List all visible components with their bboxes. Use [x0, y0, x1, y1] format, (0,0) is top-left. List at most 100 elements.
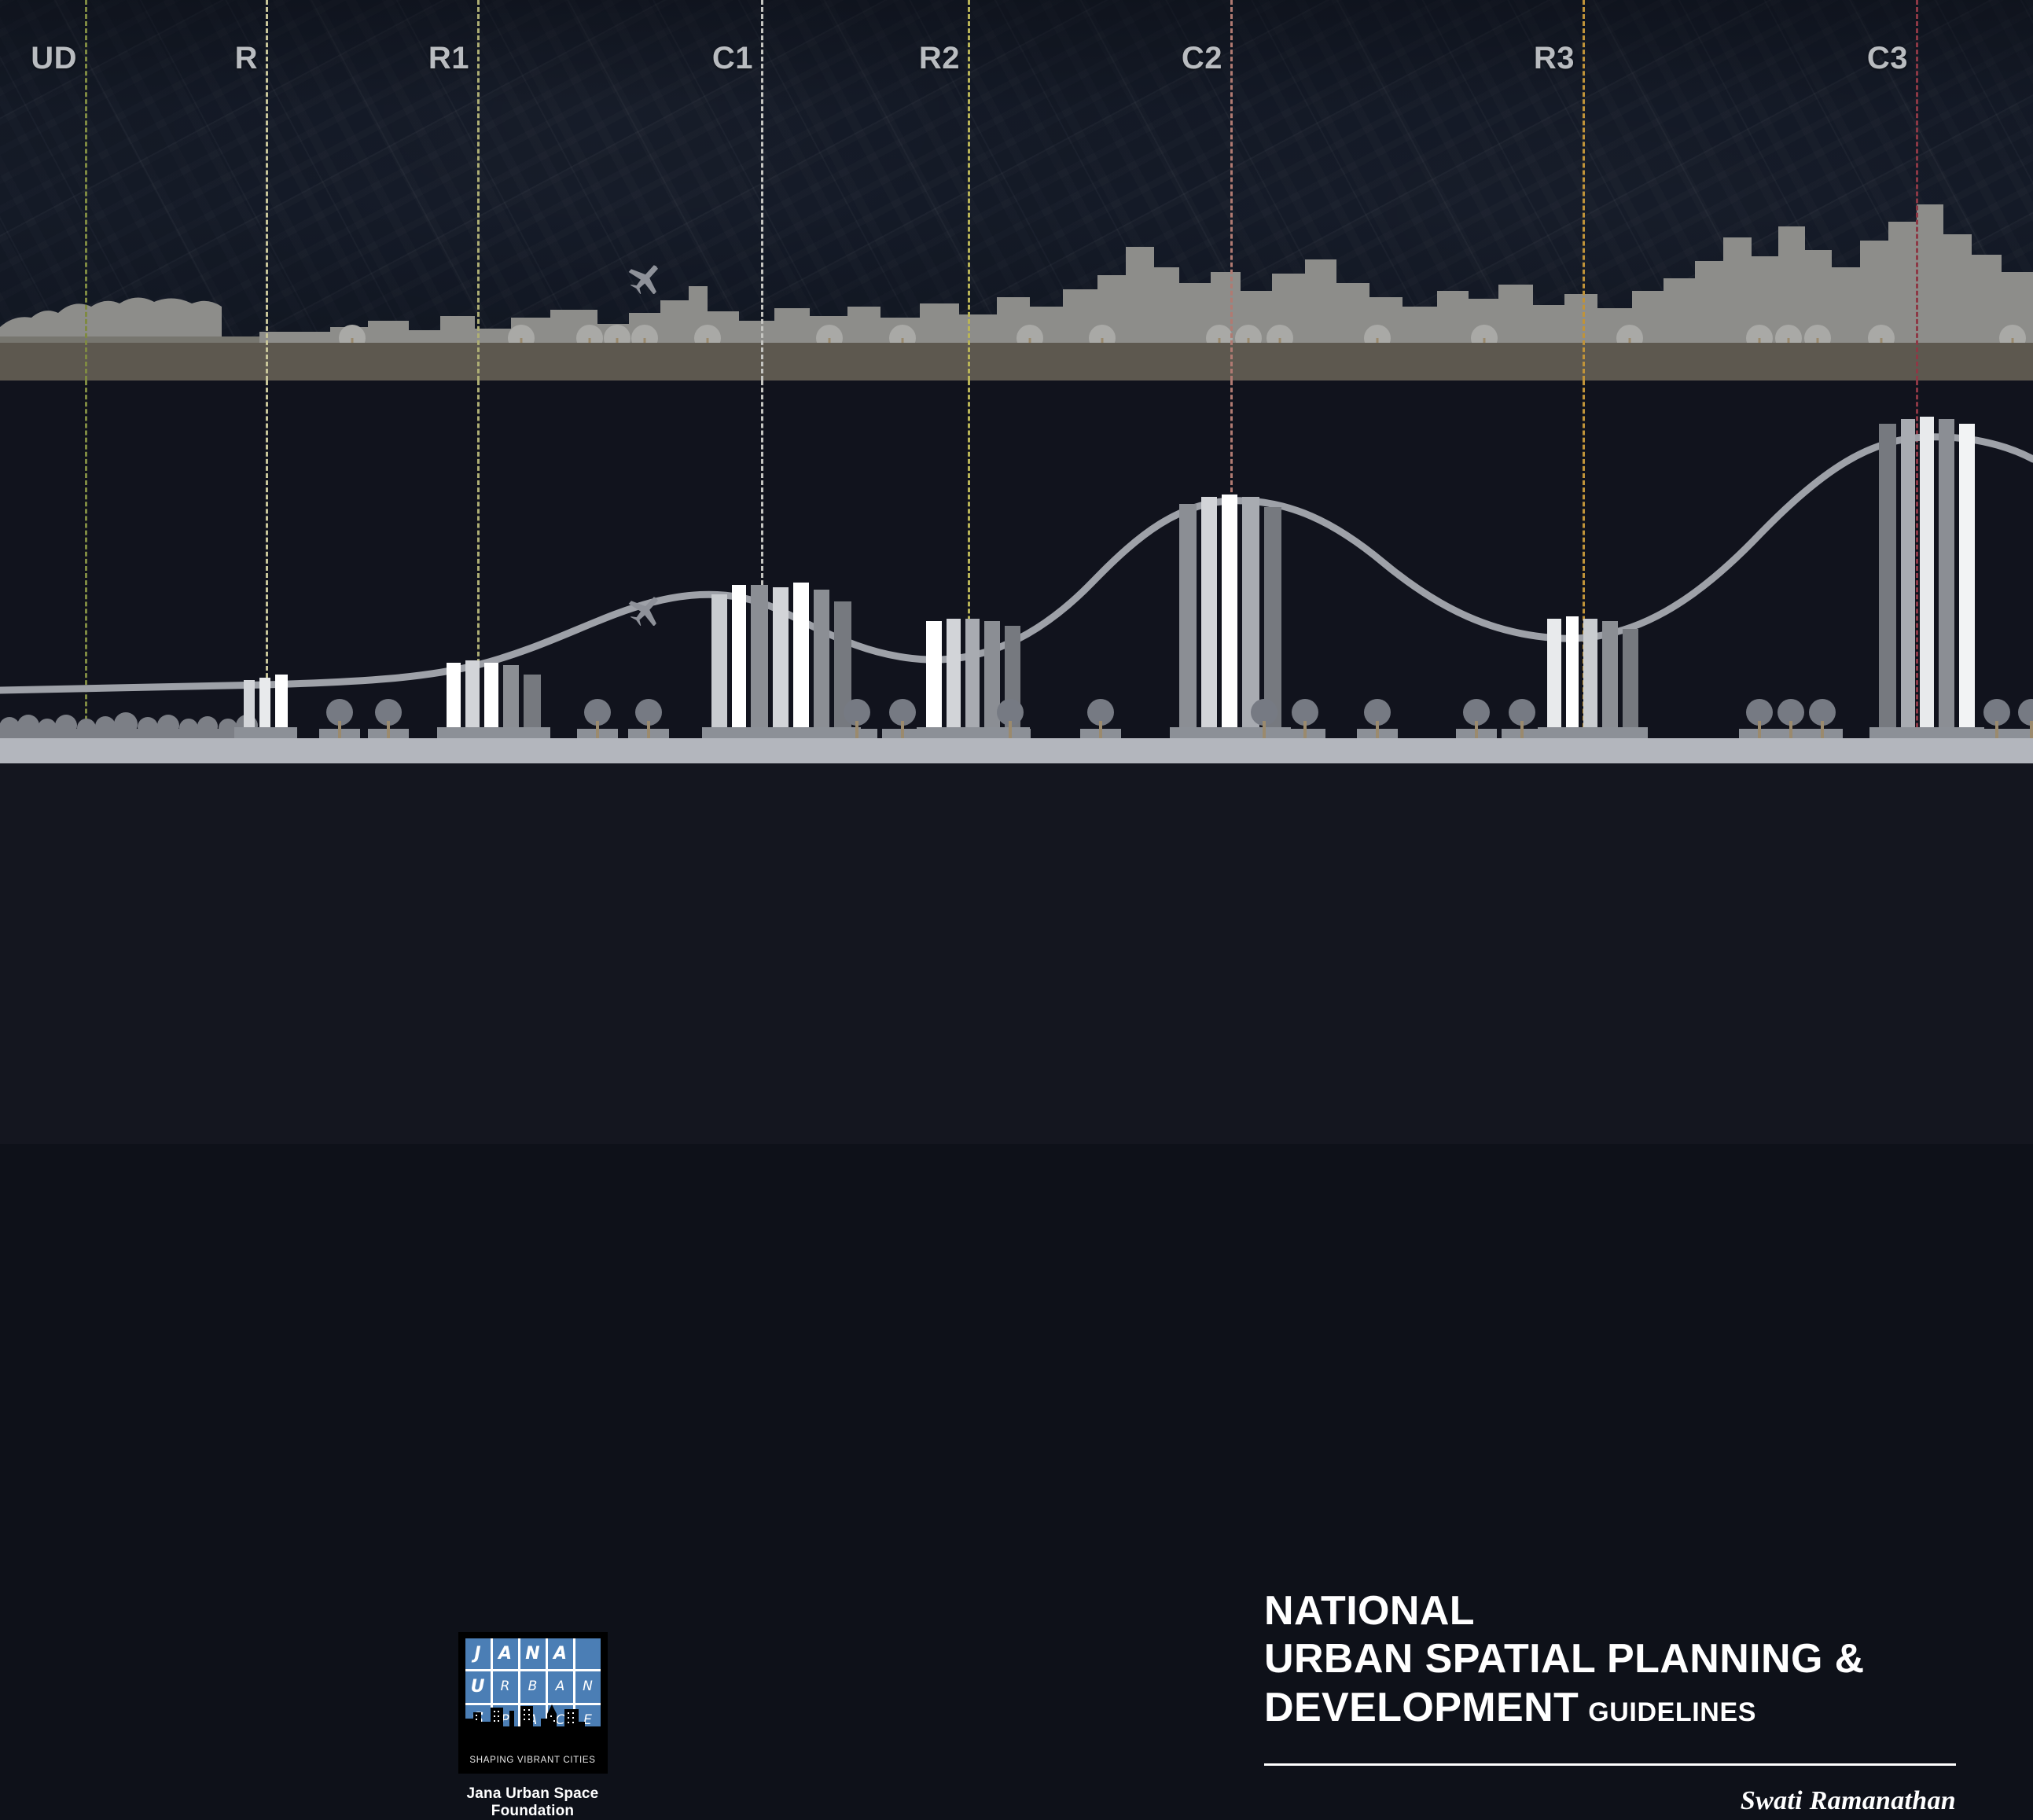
title-divider [1264, 1763, 1956, 1767]
map-background-texture [0, 0, 2033, 381]
logo-cell-0-3: A [547, 1638, 573, 1670]
building-bar [1264, 506, 1281, 738]
building-plinth [437, 727, 550, 738]
rural-vegetation [0, 712, 267, 738]
tree-trunk [1475, 721, 1478, 738]
street-tree [371, 699, 406, 738]
building-bar [1201, 497, 1217, 738]
building-bar [1901, 418, 1915, 738]
tree-trunk [2030, 721, 2033, 738]
logo-cell-0-4 [575, 1638, 601, 1670]
logo-tagline: SHAPING VIBRANT CITIES [469, 1756, 596, 1765]
building-bar [484, 662, 498, 738]
building-bar [447, 662, 461, 738]
title-suffix: GUIDELINES [1588, 1697, 1757, 1727]
airplane-icon [628, 597, 658, 626]
zone-label-r: R [234, 41, 258, 75]
section-diagram-panel [0, 381, 2033, 763]
building-bar [1920, 416, 1934, 738]
street-tree [2014, 699, 2033, 738]
street-tree [1459, 699, 1494, 738]
building-bar [965, 619, 980, 738]
tree-trunk [338, 721, 341, 738]
tree-trunk [855, 721, 858, 738]
cover-footer: JANAURBANSPACE [0, 763, 2033, 1819]
tree-trunk [387, 721, 390, 738]
logo-cell-0-2: N [520, 1638, 546, 1670]
tree-trunk [1099, 721, 1102, 738]
building-bar [793, 582, 809, 738]
street-tree [1774, 699, 1808, 738]
tree-trunk [1263, 721, 1266, 738]
density-gradient-curve [0, 433, 2033, 694]
street-tree [1247, 699, 1281, 738]
street-tree [1742, 699, 1777, 738]
zone-label-c1: C1 [711, 41, 753, 75]
building-bar [926, 621, 942, 738]
tree-trunk [1009, 721, 1012, 738]
tree-trunk [596, 721, 599, 738]
logo-block: JANAURBANSPACE [452, 1632, 613, 1820]
tree-trunk [1520, 721, 1524, 738]
zone-label-r2: R2 [918, 41, 960, 75]
building-bar [1583, 619, 1597, 738]
street-tree [993, 699, 1028, 738]
author-name: Swati Ramanathan [1740, 1786, 1956, 1816]
tree-trunk [1303, 721, 1307, 738]
building-bar [751, 584, 768, 738]
street-tree [1360, 699, 1395, 738]
street-tree [1083, 699, 1118, 738]
building-bar [984, 621, 1000, 738]
building-bar [275, 675, 288, 738]
building-bar [1222, 495, 1237, 738]
building-bar [524, 675, 541, 738]
building-bar [814, 589, 829, 738]
street-tree [1980, 699, 2014, 738]
tree-trunk [1821, 721, 1824, 738]
zone-label-ud: UD [31, 41, 77, 75]
tree-trunk [1758, 721, 1761, 738]
street-tree [580, 699, 615, 738]
building-bar [259, 677, 270, 738]
building-plinth [702, 727, 861, 738]
building-bar [1939, 418, 1954, 738]
building-bar [1566, 616, 1579, 738]
tree-trunk [647, 721, 650, 738]
building-bar [465, 660, 480, 738]
lower-ground-strip [0, 738, 2033, 763]
street-tree [1505, 699, 1539, 738]
tree-canopy [2018, 699, 2033, 726]
building-bar [732, 584, 746, 738]
title-line-1: NATIONAL [1264, 1588, 1475, 1634]
building-plinth [1538, 727, 1648, 738]
building-bar [1179, 504, 1197, 738]
building-bar [947, 619, 961, 738]
building-plinth [234, 727, 297, 738]
title-line-3: DEVELOPMENT GUIDELINES [1264, 1684, 1956, 1732]
building-bar [1602, 621, 1618, 738]
zone-label-c2: C2 [1181, 41, 1222, 75]
title-line-3-main: DEVELOPMENT [1264, 1684, 1579, 1730]
logo-cell-0-0: J [465, 1638, 491, 1670]
building-bar [244, 679, 255, 738]
tree-planter [2011, 729, 2033, 738]
logo-skyline-icon [465, 1704, 601, 1747]
building-bar [1547, 619, 1561, 738]
city-skyline-silhouette [0, 204, 2033, 349]
logo-cell-0-1: A [492, 1638, 518, 1670]
building-bar [711, 594, 727, 738]
aerial-skyline-panel: UD R R1 C1 R2 C2 R3 C3 [0, 0, 2033, 381]
zone-label-r1: R1 [428, 41, 469, 75]
building-bar [1879, 424, 1896, 738]
building-bar [1959, 424, 1975, 738]
tree-trunk [1995, 721, 1998, 738]
tree-trunk [1376, 721, 1379, 738]
zone-label-r3: R3 [1533, 41, 1575, 75]
tree-trunk [901, 721, 904, 738]
street-tree [1805, 699, 1840, 738]
street-tree [1288, 699, 1322, 738]
zone-label-c3: C3 [1866, 41, 1908, 75]
tree-trunk [1789, 721, 1792, 738]
airplane-icon [628, 265, 658, 294]
